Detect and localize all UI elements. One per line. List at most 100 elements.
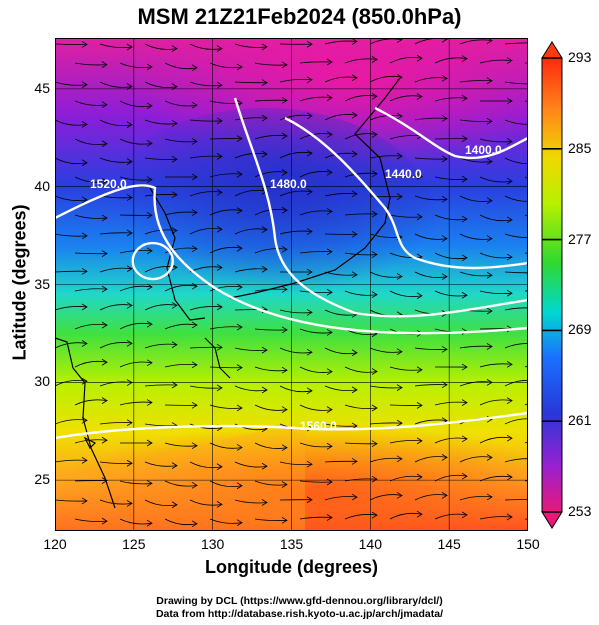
streamline-arrow [486,379,493,386]
streamline [99,157,133,163]
streamline-arrow [101,285,108,293]
streamline [74,324,108,330]
streamline-arrow [281,516,288,524]
streamline-arrow [506,216,513,224]
streamline-arrow [126,194,133,201]
streamline-arrow [216,303,223,311]
streamline-arrow [371,170,378,178]
streamline-arrow [171,381,178,389]
streamline [209,442,243,449]
contour-label: 1560.0 [300,419,337,433]
streamline [55,379,88,387]
streamline-arrow [371,368,378,375]
streamline [459,80,493,83]
streamline [299,442,333,448]
streamline [369,385,403,389]
streamline [504,81,528,85]
streamline [344,58,378,64]
colorbar-tick-label: 269 [568,321,592,338]
height-contour [55,184,528,335]
streamline-arrow [216,45,223,52]
streamline-arrow [396,455,403,463]
streamline-arrow [351,230,358,238]
y-axis-label: Latitude (degrees) [9,204,30,361]
streamline-arrow [171,263,178,271]
coast-taiwan [83,436,97,450]
streamline-arrow [236,482,243,490]
streamline [324,193,358,197]
streamline [324,347,358,355]
streamline [414,419,448,425]
streamline-arrow [486,343,493,350]
streamline-arrow [441,381,448,389]
streamline [164,211,198,216]
streamline-arrow [261,386,268,394]
streamline-arrow [191,101,198,109]
coast-japan [229,77,401,299]
streamline [254,171,288,178]
streamline [55,270,88,273]
streamline [434,401,468,406]
streamline [74,252,108,255]
streamline-arrow [371,131,378,138]
streamline [144,119,178,125]
coastlines [55,77,401,509]
streamline-arrow [461,94,468,102]
streamline-arrow [326,131,333,138]
streamline [164,364,198,368]
streamline-arrow [191,361,198,369]
streamline-arrow [216,153,223,160]
streamline [144,157,178,160]
streamline-arrow [486,454,493,461]
streamline-arrow [171,45,178,52]
streamline [209,326,243,330]
streamline [55,157,88,165]
colorbar-tick-label: 253 [568,503,592,519]
streamline-arrow [326,478,333,486]
streamline-arrow [306,228,313,235]
streamline [254,404,288,411]
streamline-arrow [281,444,288,452]
streamline-arrow [351,74,358,82]
streamline [144,499,178,507]
streamline [234,268,268,273]
streamline-arrow [441,235,448,242]
streamline [209,518,243,524]
streamline [55,419,88,425]
streamline-arrow [101,321,108,329]
streamline-arrow [171,191,178,199]
streamline-arrow [261,79,268,86]
streamline-arrow [236,135,243,142]
contour-label: 1520.0 [90,177,127,191]
streamline [119,100,153,108]
streamline-arrow [486,158,493,165]
streamline [279,309,313,314]
streamline [119,480,153,485]
streamline-arrow [191,138,198,145]
streamline [324,152,358,159]
contour-label: 1480.0 [270,177,307,191]
y-tick-label: 25 [34,471,50,488]
height-contour [284,116,528,270]
height-contour [55,411,528,440]
streamline [209,100,243,104]
streamline-arrow [326,168,333,176]
streamline [55,499,88,502]
streamline-arrow [146,247,153,255]
streamline [209,173,243,178]
streamline-arrow [236,404,243,412]
streamline-arrow [326,368,333,376]
streamline-arrow [506,397,513,405]
streamline-arrow [126,83,133,90]
streamline [74,439,108,444]
streamline [414,456,448,463]
streamline-arrow [306,496,313,504]
streamline-arrow [146,211,153,219]
streamline-arrow [81,41,88,48]
streamline [189,119,223,122]
streamline-arrow [171,227,178,234]
streamline [164,518,198,526]
streamline-arrow [146,139,153,147]
streamline-arrow [306,112,313,120]
streamline [74,399,108,406]
